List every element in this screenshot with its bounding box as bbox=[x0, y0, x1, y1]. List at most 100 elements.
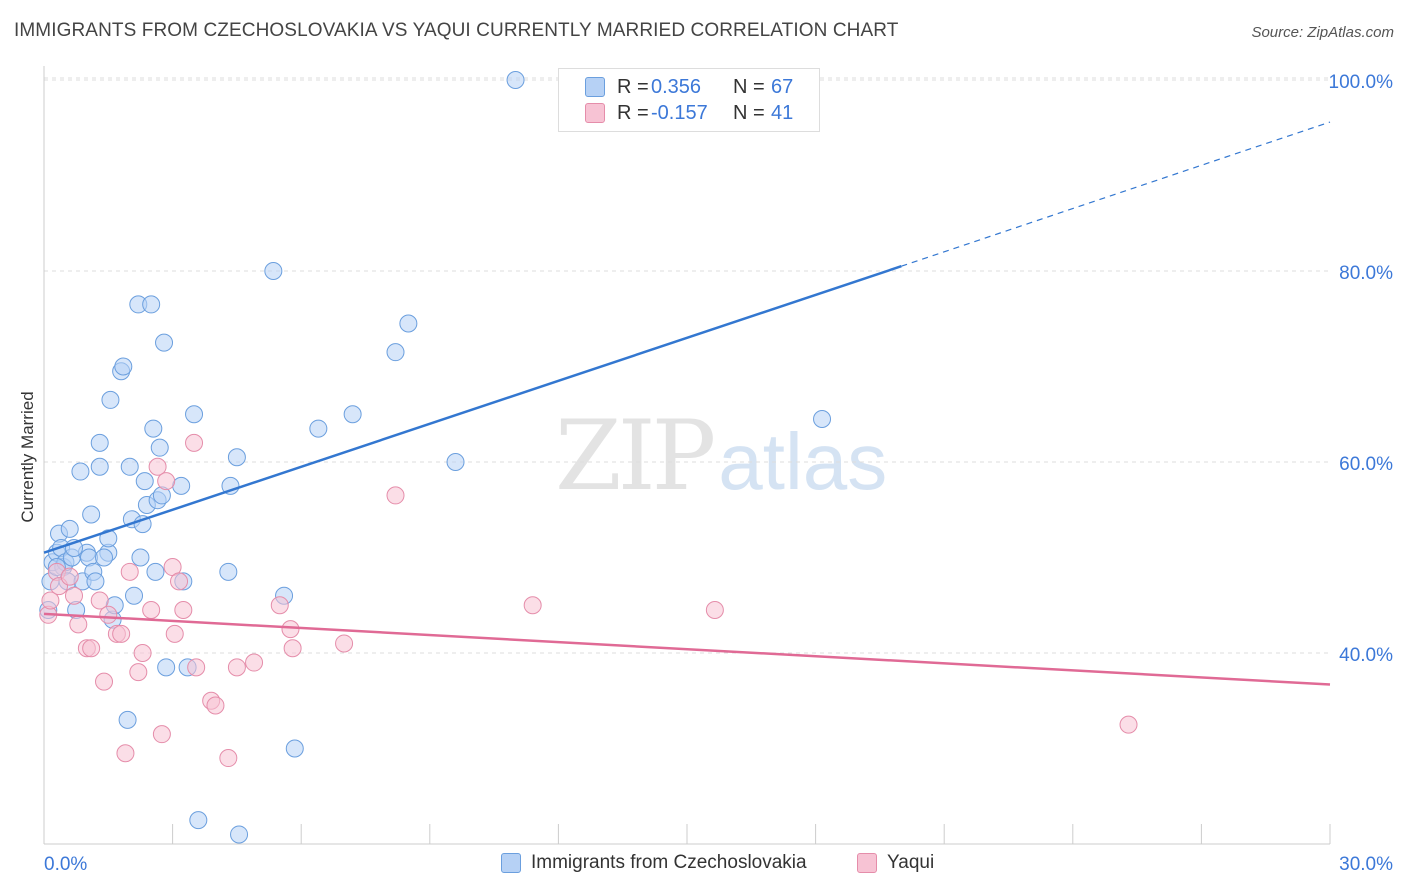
yaqui-point bbox=[174, 601, 193, 620]
czechoslovakia-point bbox=[185, 405, 204, 424]
czechoslovakia-point bbox=[386, 343, 405, 362]
czechoslovakia-point bbox=[114, 357, 133, 376]
series-label: Immigrants from Czechoslovakia bbox=[531, 852, 807, 873]
czechoslovakia-point bbox=[118, 710, 137, 729]
yaqui-point bbox=[69, 615, 88, 634]
czechoslovakia-point bbox=[95, 548, 114, 567]
czechoslovakia-point bbox=[142, 295, 161, 314]
czechoslovakia-trend-line bbox=[43, 265, 902, 554]
yaqui-trend-line bbox=[43, 612, 1331, 686]
yaqui-point bbox=[187, 658, 206, 677]
czechoslovakia-point bbox=[146, 562, 165, 581]
yaqui-point bbox=[129, 663, 148, 682]
czechoslovakia-point bbox=[343, 405, 362, 424]
czechoslovakia-point bbox=[133, 515, 152, 534]
czechoslovakia-point bbox=[90, 433, 109, 452]
legend-row-czechoslovakia: R = 0.356 N = 67 bbox=[585, 75, 793, 99]
czechoslovakia-point bbox=[219, 562, 238, 581]
czechoslovakia-point bbox=[227, 448, 246, 467]
yaqui-point bbox=[148, 457, 167, 476]
yaqui-point bbox=[165, 624, 184, 643]
legend-n-label: N = bbox=[733, 75, 765, 98]
legend-swatch-pink bbox=[585, 103, 605, 123]
czechoslovakia-point bbox=[446, 453, 465, 471]
y-tick-label: 60.0% bbox=[1339, 454, 1393, 475]
czechoslovakia-point bbox=[150, 438, 169, 457]
yaqui-point bbox=[185, 433, 204, 452]
yaqui-point bbox=[120, 562, 139, 581]
source-credit: Source: ZipAtlas.com bbox=[1251, 24, 1394, 41]
yaqui-point bbox=[335, 634, 354, 653]
yaqui-point bbox=[95, 672, 114, 691]
czechoslovakia-point bbox=[71, 462, 90, 481]
yaqui-point bbox=[82, 639, 101, 658]
chart-title: IMMIGRANTS FROM CZECHOSLOVAKIA VS YAQUI … bbox=[14, 20, 899, 41]
yaqui-point bbox=[227, 658, 246, 677]
series-legend-yaqui: Yaqui bbox=[857, 852, 934, 874]
yaqui-point bbox=[705, 601, 724, 620]
czechoslovakia-point bbox=[82, 505, 101, 524]
yaqui-point bbox=[1119, 715, 1138, 734]
yaqui-point bbox=[386, 486, 405, 505]
yaqui-point bbox=[206, 696, 225, 715]
series-legend-czechoslovakia: Immigrants from Czechoslovakia bbox=[501, 852, 807, 874]
czechoslovakia-point bbox=[399, 314, 418, 333]
czechoslovakia-point bbox=[285, 739, 304, 758]
czechoslovakia-point bbox=[86, 572, 105, 591]
czechoslovakia-trend-extension bbox=[901, 121, 1331, 267]
czechoslovakia-point bbox=[813, 410, 832, 429]
czechoslovakia-point bbox=[506, 71, 525, 89]
series-swatch-blue bbox=[501, 853, 521, 873]
legend-n-label: N = bbox=[733, 101, 765, 124]
yaqui-point bbox=[116, 744, 135, 763]
czechoslovakia-point bbox=[155, 333, 174, 352]
yaqui-point bbox=[283, 639, 302, 658]
yaqui-point bbox=[41, 591, 60, 610]
czechoslovakia-point bbox=[172, 476, 191, 495]
y-tick-label: 100.0% bbox=[1329, 72, 1394, 93]
series-label: Yaqui bbox=[887, 852, 935, 873]
yaqui-point bbox=[112, 624, 131, 643]
czechoslovakia-point bbox=[99, 529, 118, 548]
legend-r-label: R = bbox=[617, 75, 649, 98]
x-tick-label: 0.0% bbox=[44, 854, 87, 875]
yaqui-point bbox=[152, 725, 171, 744]
czechoslovakia-point bbox=[144, 419, 163, 438]
yaqui-point bbox=[245, 653, 264, 672]
yaqui-point bbox=[142, 601, 161, 620]
legend-r-value: -0.157 bbox=[651, 101, 708, 124]
czechoslovakia-point bbox=[101, 390, 120, 409]
czechoslovakia-point bbox=[189, 811, 208, 830]
legend-swatch-blue bbox=[585, 77, 605, 97]
yaqui-point bbox=[65, 586, 84, 605]
series-legend: Immigrants from Czechoslovakia Yaqui bbox=[0, 852, 1406, 878]
yaqui-point bbox=[219, 749, 238, 768]
czechoslovakia-point bbox=[131, 548, 150, 567]
legend-n-value: 67 bbox=[771, 75, 794, 98]
czechoslovakia-point bbox=[309, 419, 328, 438]
legend-n-value: 41 bbox=[771, 101, 794, 124]
y-axis-label: Currently Married bbox=[18, 391, 37, 523]
series-swatch-pink bbox=[857, 853, 877, 873]
correlation-legend: R = 0.356 N = 67 R = -0.157 N = 41 bbox=[558, 68, 820, 132]
yaqui-point bbox=[99, 605, 118, 624]
yaqui-point bbox=[523, 596, 542, 615]
czechoslovakia-point bbox=[135, 472, 154, 491]
y-tick-label: 40.0% bbox=[1339, 645, 1393, 666]
yaqui-point bbox=[270, 596, 289, 615]
y-tick-label: 80.0% bbox=[1339, 263, 1393, 284]
yaqui-point bbox=[90, 591, 109, 610]
czechoslovakia-point bbox=[60, 519, 79, 538]
czechoslovakia-point bbox=[125, 586, 144, 605]
czechoslovakia-point bbox=[230, 825, 249, 844]
legend-row-yaqui: R = -0.157 N = 41 bbox=[585, 101, 793, 125]
legend-r-value: 0.356 bbox=[651, 75, 702, 98]
legend-r-label: R = bbox=[617, 101, 649, 124]
yaqui-point bbox=[281, 620, 300, 639]
czechoslovakia-point bbox=[90, 457, 109, 476]
czechoslovakia-point bbox=[120, 457, 139, 476]
czechoslovakia-point bbox=[157, 658, 176, 677]
czechoslovakia-point bbox=[264, 262, 283, 280]
yaqui-point bbox=[157, 472, 176, 491]
